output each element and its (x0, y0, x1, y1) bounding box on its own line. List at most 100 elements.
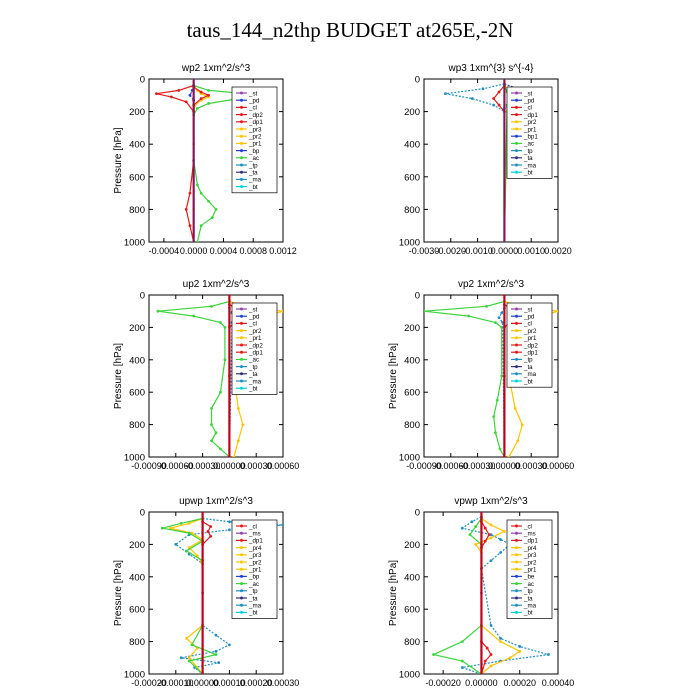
legend-marker (240, 307, 243, 311)
series-point-ac (210, 304, 213, 308)
figure-title: taus_144_n2thp BUDGET at265E,-2N (186, 18, 514, 42)
series-point-ac (485, 304, 488, 308)
series-point-dp (188, 224, 192, 228)
series-point-cl (207, 93, 210, 97)
series-point-dp (483, 659, 487, 663)
legend-marker (515, 156, 518, 160)
series-point-dp (209, 525, 213, 528)
x-tick-label: -0.00090 (131, 461, 167, 471)
legend-label: _ta (248, 170, 258, 177)
series-point-pr (516, 439, 520, 443)
legend-marker (240, 105, 243, 109)
series-point-tp (470, 97, 474, 100)
panel-vpwp: vpwp 1xm^2/s^3 0 200 400 600 800 1000 Pressure … (388, 496, 574, 688)
legend-marker (240, 386, 243, 390)
y-tick-label: 200 (129, 107, 145, 118)
legend-box (231, 302, 278, 395)
legend-label: _pr3 (248, 552, 262, 559)
series-point-dp (206, 530, 210, 533)
legend-label: _st (523, 90, 533, 97)
legend-label: _dp2 (248, 112, 263, 119)
series-point-dp (209, 534, 213, 538)
series-point-ac (156, 309, 160, 313)
legend-label: _pr2 (523, 119, 537, 126)
series-point-pr (518, 649, 522, 653)
y-tick-label: 0 (140, 291, 145, 302)
legend-label: _tp (523, 588, 533, 595)
legend-marker (515, 567, 518, 571)
series-point-pr (507, 455, 511, 457)
x-tick-label: 0.00000 (465, 678, 498, 688)
x-tick-label: 0.0020 (544, 246, 572, 256)
series-point-ac (192, 314, 196, 318)
legend-label: _ac (248, 155, 259, 162)
series-line-dp (156, 84, 195, 242)
legend-marker (515, 365, 518, 369)
legend-marker (240, 321, 243, 325)
series-group (155, 79, 277, 242)
legend-marker (515, 134, 518, 138)
series-point-cl (199, 90, 203, 94)
x-tick-label: -0.0004 (149, 246, 180, 256)
legend-label: _cl (523, 321, 532, 328)
legend-label: _pd (523, 98, 535, 105)
legend-marker (240, 560, 243, 564)
series-point-ac (494, 431, 497, 435)
legend-marker (240, 538, 243, 542)
y-tick-label: 800 (129, 205, 145, 216)
panel-vp2: vp2 1xm^2/s^3 0 200 400 600 800 1000 Pressure [… (388, 279, 574, 471)
legend-label: _ma (248, 603, 262, 610)
x-tick-label: 0.0012 (269, 246, 297, 256)
legend-marker (240, 596, 243, 600)
x-tick-label: 0.0004 (210, 246, 238, 256)
legend-label: _bt (523, 378, 533, 385)
series-point-pr (556, 309, 558, 313)
series-point-tp (499, 551, 502, 554)
legend-label: _pr3 (248, 126, 262, 133)
legend-marker (515, 603, 518, 607)
legend-marker (515, 314, 518, 318)
y-tick-label: 1000 (124, 670, 145, 681)
y-tick-label: 0 (415, 508, 420, 519)
series-point-ac (187, 659, 191, 663)
x-tick-label: 0.0008 (239, 246, 267, 256)
x-tick-label: -0.00030 (185, 461, 221, 471)
series-point-tp (489, 559, 493, 562)
series-line-pr (170, 517, 204, 674)
series-point-ac (492, 415, 496, 418)
series-point-tp (481, 87, 485, 91)
legend-marker (515, 589, 518, 593)
y-tick-label: 400 (404, 140, 420, 151)
legend-label: _pr3 (523, 552, 537, 559)
y-tick-label: 200 (404, 323, 420, 334)
legend-marker (515, 113, 518, 117)
y-tick-label: 600 (404, 605, 420, 616)
series-point-tp (489, 533, 493, 537)
x-tick-label: 0.00030 (240, 461, 273, 471)
legend-marker (515, 379, 518, 383)
x-tick-label: -0.00090 (406, 461, 442, 471)
legend-marker (515, 321, 518, 325)
series-point-pr (520, 423, 524, 426)
legend-label: _ma (523, 162, 537, 169)
legend-marker (240, 336, 243, 340)
legend-marker (240, 574, 243, 578)
series-point-ac (210, 216, 214, 219)
series-point-ac (207, 102, 210, 105)
legend-label: _bt (248, 610, 258, 617)
legend-label: _pr1 (248, 141, 262, 148)
legend-label: _bp (248, 148, 260, 155)
y-tick-label: 600 (129, 388, 145, 399)
series-point-tp (214, 649, 218, 653)
plot-frame (423, 78, 559, 243)
legend-label: _pr2 (248, 559, 262, 566)
series-point-dp (483, 539, 487, 543)
legend-label: _pd (523, 314, 535, 321)
legend-label: _ta (248, 595, 258, 602)
legend-marker (240, 127, 243, 131)
legend-label: _pr4 (523, 545, 537, 552)
legend-label: _dp1 (248, 350, 263, 357)
legend-marker (240, 98, 243, 102)
series-point-pr (185, 636, 188, 640)
x-tick-label: 0.00020 (503, 678, 536, 688)
